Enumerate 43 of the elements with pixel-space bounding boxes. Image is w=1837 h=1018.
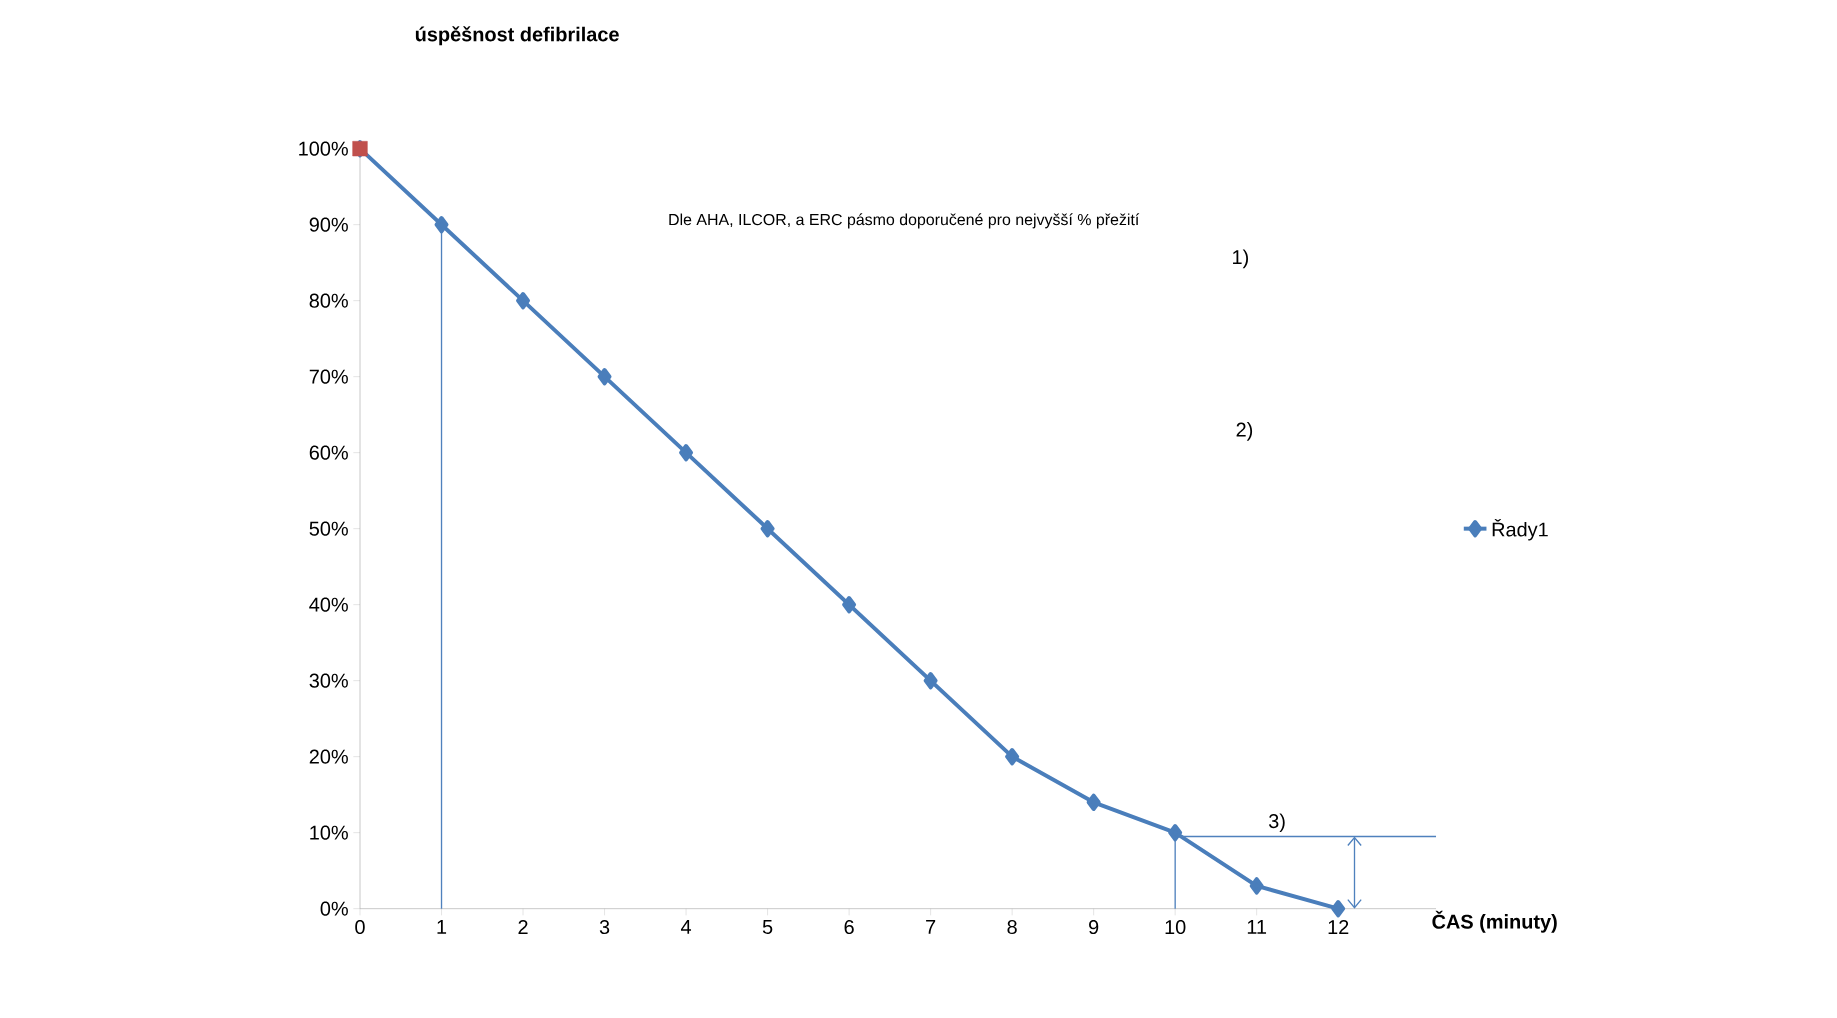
point <box>516 291 531 310</box>
chart-title: úspěšnost defibrilace <box>415 26 619 46</box>
y-tick-label: 60% <box>309 445 348 460</box>
point <box>760 519 775 538</box>
x-tick-label: 8 <box>1007 920 1017 935</box>
point <box>434 215 449 234</box>
x-tick-label: 1 <box>437 920 447 934</box>
x-axis-title: ČAS (minuty) <box>1432 910 1557 933</box>
x-tick-label: 4 <box>680 920 692 934</box>
x-tick-label: 3 <box>599 920 610 935</box>
y-tick-label: 10% <box>310 825 348 840</box>
x-tick-label: 12 <box>1328 920 1349 934</box>
point <box>679 443 694 462</box>
legend-label: Řady1 <box>1492 518 1548 541</box>
annotation: Dle AHA, ILCOR, a ERC pásmo doporučené pro nejvyšší % přežití <box>669 213 1140 229</box>
y-tick-label: 50% <box>309 521 348 536</box>
x-tick-label: 10 <box>1165 920 1186 935</box>
x-tick-label: 9 <box>1089 920 1099 935</box>
point <box>1168 824 1183 842</box>
point <box>1086 793 1101 811</box>
annotation: 1) <box>1233 249 1248 269</box>
x-tick-label: 2 <box>518 920 528 934</box>
annotation: 3) <box>1268 813 1285 833</box>
point <box>1249 877 1264 895</box>
point <box>842 595 857 614</box>
point <box>1005 747 1020 766</box>
y-tick-label: 30% <box>309 673 348 688</box>
x-tick-label: 6 <box>844 920 854 935</box>
y-tick-label: 40% <box>309 597 348 612</box>
y-tick-label: 80% <box>309 293 348 308</box>
x-tick-label: 11 <box>1247 920 1267 934</box>
point <box>597 367 612 386</box>
x-tick-label: 7 <box>926 920 936 934</box>
point <box>1331 900 1346 918</box>
x-tick-label: 5 <box>762 920 773 934</box>
annotation: 2) <box>1236 422 1253 441</box>
y-tick-label: 20% <box>309 749 348 764</box>
y-tick-label: 70% <box>309 369 348 384</box>
y-tick-label: 100% <box>299 141 348 156</box>
y-tick-label: 90% <box>309 217 348 232</box>
x-tick-label: 0 <box>355 920 365 935</box>
point <box>923 671 938 690</box>
y-tick-label: 0% <box>320 901 348 916</box>
